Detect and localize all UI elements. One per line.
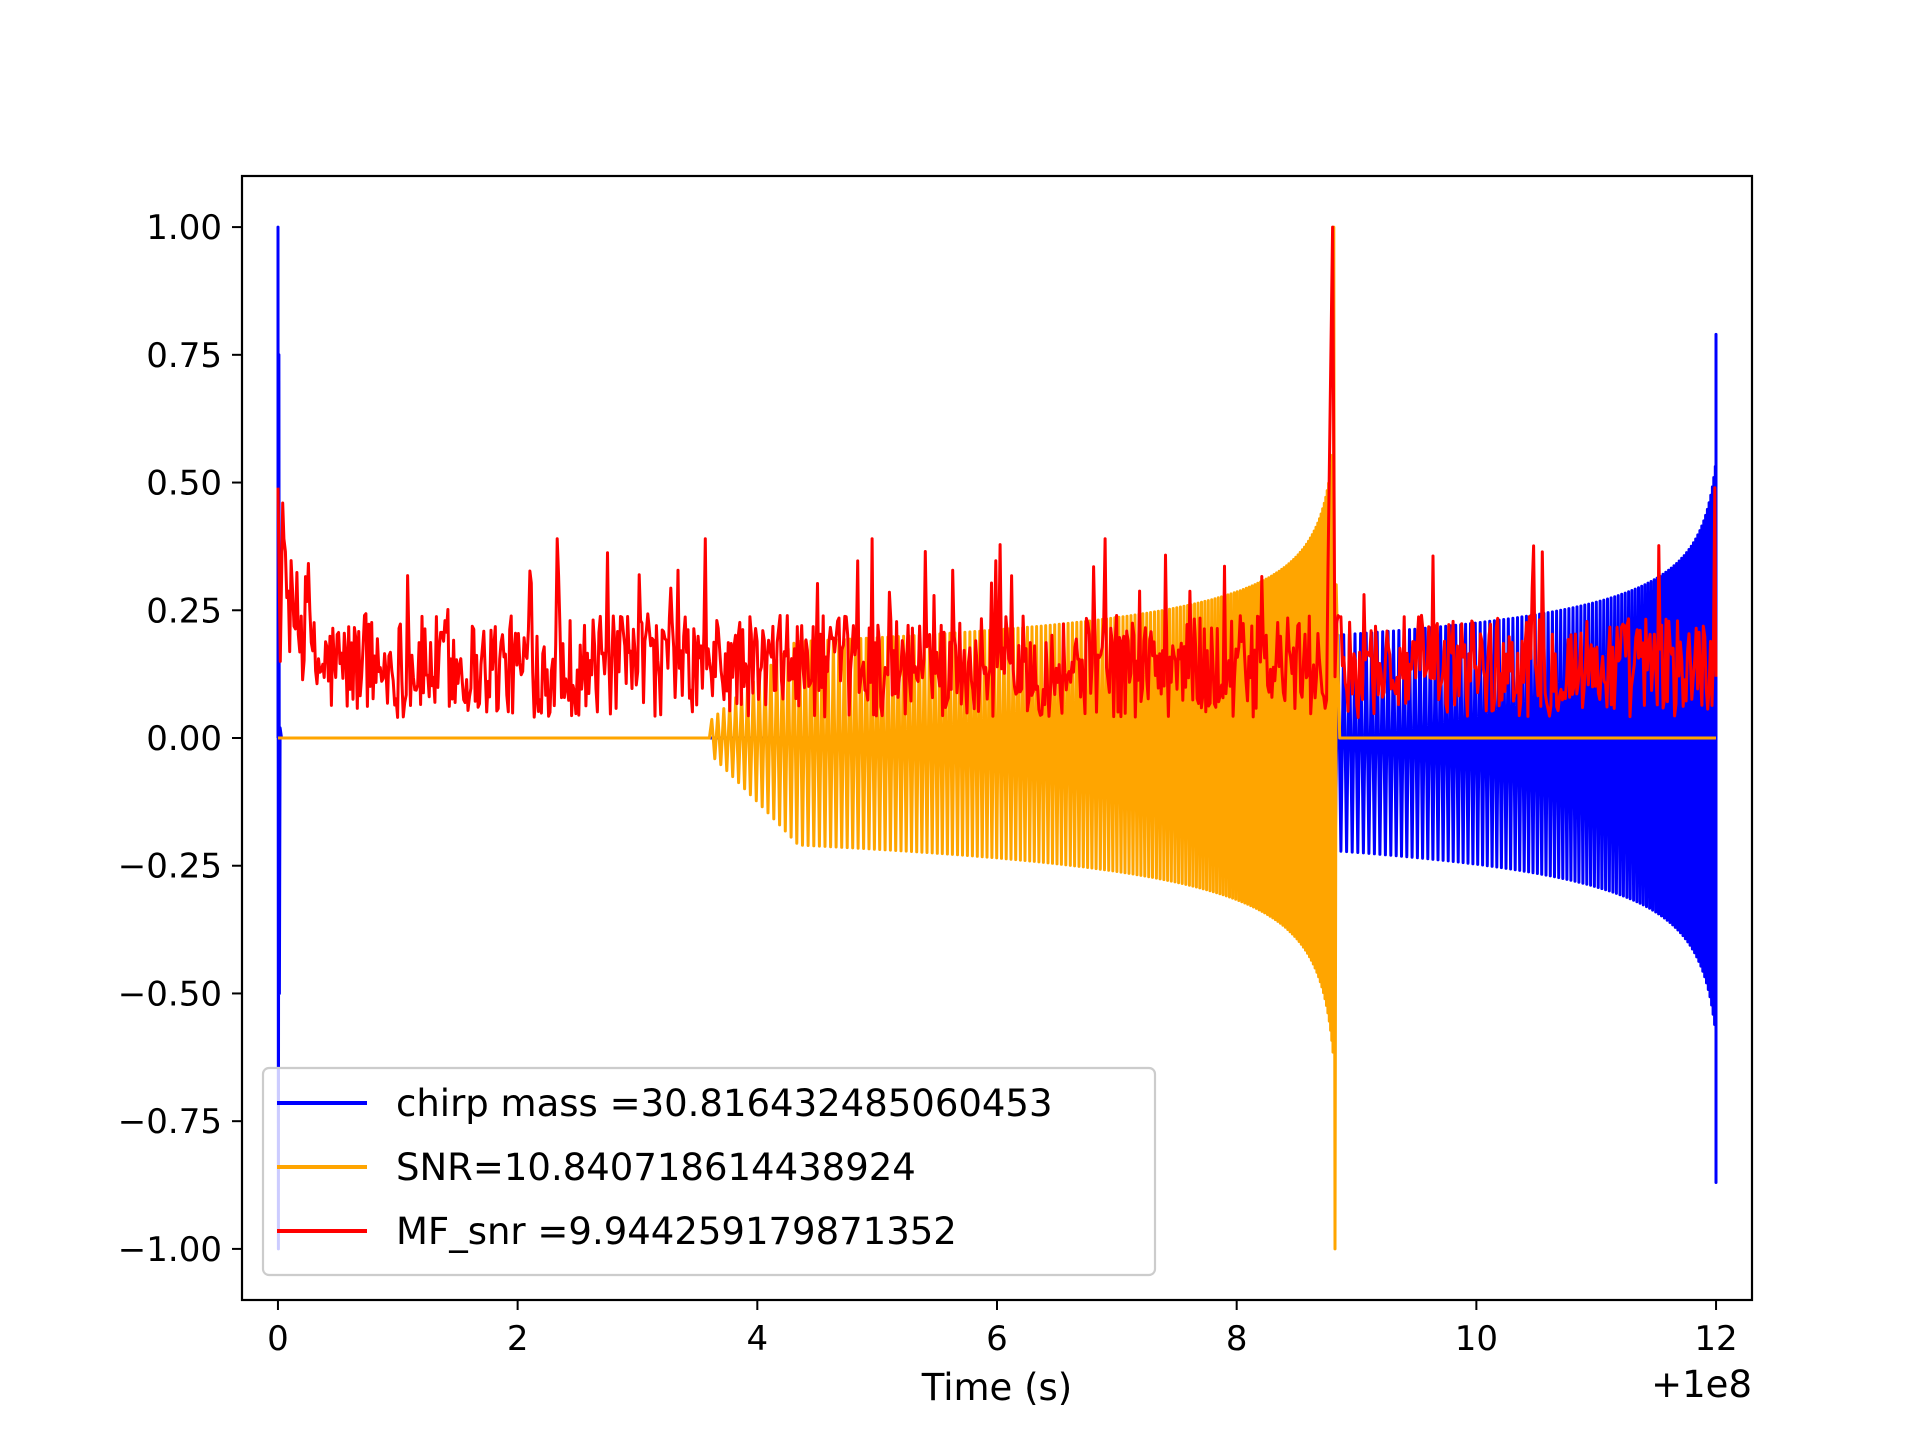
legend-entry-label: MF_snr =9.944259179871352 (396, 1210, 957, 1253)
y-tick-label: 0.50 (146, 464, 222, 504)
x-tick-label: 2 (507, 1319, 529, 1359)
y-tick-label: 0.25 (146, 591, 222, 631)
y-tick-label: −0.75 (118, 1102, 222, 1142)
x-tick-label: 6 (986, 1319, 1008, 1359)
x-axis: 0 2 4 6 8 10 12 (267, 1300, 1738, 1359)
legend-entry-label: SNR=10.840718614438924 (396, 1146, 916, 1189)
legend: chirp mass =30.816432485060453 SNR=10.840… (261, 1066, 1157, 1277)
y-tick-label: −0.50 (118, 974, 222, 1014)
y-tick-label: 0.00 (146, 719, 222, 759)
x-tick-label: 12 (1694, 1319, 1737, 1359)
x-axis-offset-label: +1e8 (1651, 1363, 1752, 1406)
y-tick-label: 1.00 (146, 208, 222, 248)
y-tick-label: 0.75 (146, 336, 222, 376)
x-tick-label: 4 (746, 1319, 768, 1359)
series-line-chirp-mass (276, 225, 1718, 1251)
y-axis: 1.00 0.75 0.50 0.25 0.00 −0.25 −0.50 −0.75 −1.00 (118, 208, 242, 1270)
x-tick-label: 8 (1226, 1319, 1248, 1359)
y-tick-label: −0.25 (118, 847, 222, 887)
y-tick-label: −1.00 (118, 1230, 222, 1270)
legend-box (261, 1066, 1157, 1277)
x-tick-label: 0 (267, 1319, 289, 1359)
data-layer (276, 225, 1718, 1251)
x-axis-label: Time (s) (921, 1366, 1072, 1409)
series-line-mf-snr (276, 225, 1718, 719)
x-tick-label: 10 (1455, 1319, 1498, 1359)
series-line-snr (278, 225, 1716, 1251)
legend-entry-label: chirp mass =30.816432485060453 (396, 1082, 1053, 1125)
